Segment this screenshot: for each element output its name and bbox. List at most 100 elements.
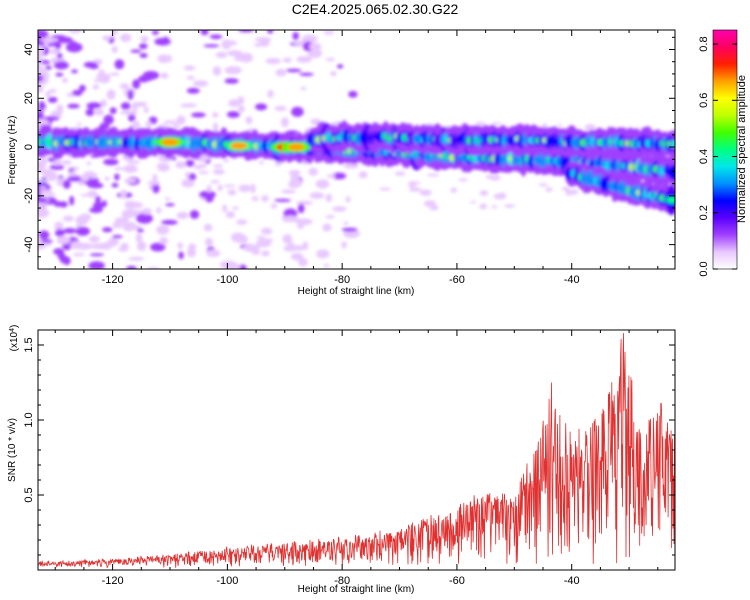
noise-blob: [111, 182, 119, 188]
noise-blob: [45, 90, 51, 98]
noise-blob: [75, 226, 90, 236]
noise-blob: [139, 43, 148, 50]
snr-ticks: -120 -100 -80 -60 -40 0.5 1.0 1.5: [23, 330, 675, 587]
noise-blob: [561, 186, 570, 191]
snr-panel: -120 -100 -80 -60 -40 0.5 1.0 1.5 Height of str…: [7, 325, 676, 595]
noise-blob: [86, 102, 102, 109]
x-tick-label: -60: [449, 575, 465, 587]
noise-blob: [181, 179, 195, 188]
noise-blob: [147, 180, 161, 186]
noise-blob: [545, 187, 553, 192]
colorbar-tick-label: 0.4: [698, 149, 710, 164]
noise-blob: [332, 172, 347, 180]
noise-blob: [53, 248, 65, 255]
noise-blob: [86, 161, 92, 166]
noise-blob: [285, 68, 302, 73]
noise-blob: [89, 173, 98, 179]
noise-blob: [204, 238, 214, 247]
noise-blob: [408, 187, 422, 192]
noise-blob: [227, 50, 243, 57]
noise-blob: [122, 221, 137, 232]
noise-blob: [288, 242, 295, 248]
noise-blob: [322, 223, 332, 232]
noise-blob: [325, 193, 332, 203]
noise-blob: [206, 185, 212, 193]
noise-blob: [128, 113, 136, 122]
noise-blob: [106, 89, 116, 100]
noise-blob: [223, 184, 236, 188]
noise-blob: [217, 184, 223, 192]
noise-blob: [78, 181, 86, 186]
noise-blob: [265, 58, 281, 65]
noise-blob: [132, 79, 141, 90]
snr-multiplier: (x104): [9, 325, 21, 352]
track-hotspot: [287, 143, 305, 151]
noise-blob: [298, 257, 308, 267]
noise-blob: [292, 31, 299, 41]
noise-blob: [99, 99, 107, 108]
noise-blob: [140, 35, 149, 43]
noise-blob: [325, 215, 336, 219]
noise-blob: [120, 102, 131, 110]
noise-blob: [186, 87, 200, 94]
noise-blob: [238, 52, 254, 63]
noise-blob: [301, 34, 318, 43]
noise-blob: [175, 161, 187, 169]
noise-blob: [57, 52, 63, 59]
noise-blob: [227, 189, 237, 196]
noise-blob: [199, 190, 216, 199]
noise-blob: [209, 34, 223, 40]
noise-blob: [120, 33, 132, 42]
noise-blob: [256, 238, 272, 248]
noise-blob: [183, 65, 196, 71]
noise-blob: [199, 163, 207, 169]
noise-blob: [165, 203, 175, 207]
noise-blob: [238, 30, 254, 33]
noise-blob: [475, 122, 486, 125]
noise-blob: [38, 66, 45, 73]
noise-blob: [47, 96, 58, 103]
noise-blob: [283, 57, 292, 63]
noise-blob: [341, 227, 358, 232]
track-body: [667, 164, 675, 180]
noise-blob: [172, 124, 181, 128]
noise-blob: [154, 37, 171, 46]
noise-blob: [270, 203, 277, 209]
noise-blob: [479, 190, 489, 197]
noise-blob: [102, 227, 113, 233]
noise-blob: [128, 256, 145, 261]
x-tick-label: -120: [102, 575, 124, 587]
noise-blob: [126, 201, 144, 209]
noise-blob: [297, 203, 305, 214]
noise-blob: [55, 229, 65, 237]
noise-blob: [200, 30, 209, 36]
noise-blob: [261, 195, 269, 202]
y-tick-label: 0: [23, 144, 35, 150]
noise-blob: [114, 59, 125, 70]
noise-blob: [358, 171, 368, 179]
noise-blob: [330, 71, 337, 77]
noise-blob: [212, 122, 219, 132]
noise-blob: [345, 196, 351, 203]
noise-blob: [104, 241, 117, 247]
noise-blob: [135, 233, 143, 243]
noise-blob: [61, 160, 72, 165]
noise-blob: [326, 174, 336, 178]
noise-blob: [54, 61, 69, 70]
noise-blob: [176, 211, 189, 220]
noise-blob: [419, 189, 432, 196]
noise-blob: [68, 30, 83, 34]
noise-blob: [259, 38, 270, 47]
noise-blob: [52, 159, 62, 166]
noise-blob: [176, 115, 186, 125]
noise-blob: [222, 204, 228, 213]
noise-blob: [223, 159, 230, 163]
noise-blob: [224, 66, 242, 75]
snr-series-line: [38, 332, 675, 569]
track-hotspot: [161, 138, 179, 146]
snr-xlabel: Height of straight line (km): [298, 584, 415, 595]
x-tick-label: -80: [334, 274, 350, 286]
noise-blob: [221, 40, 238, 46]
noise-blob: [63, 228, 77, 234]
noise-blob: [112, 222, 123, 229]
